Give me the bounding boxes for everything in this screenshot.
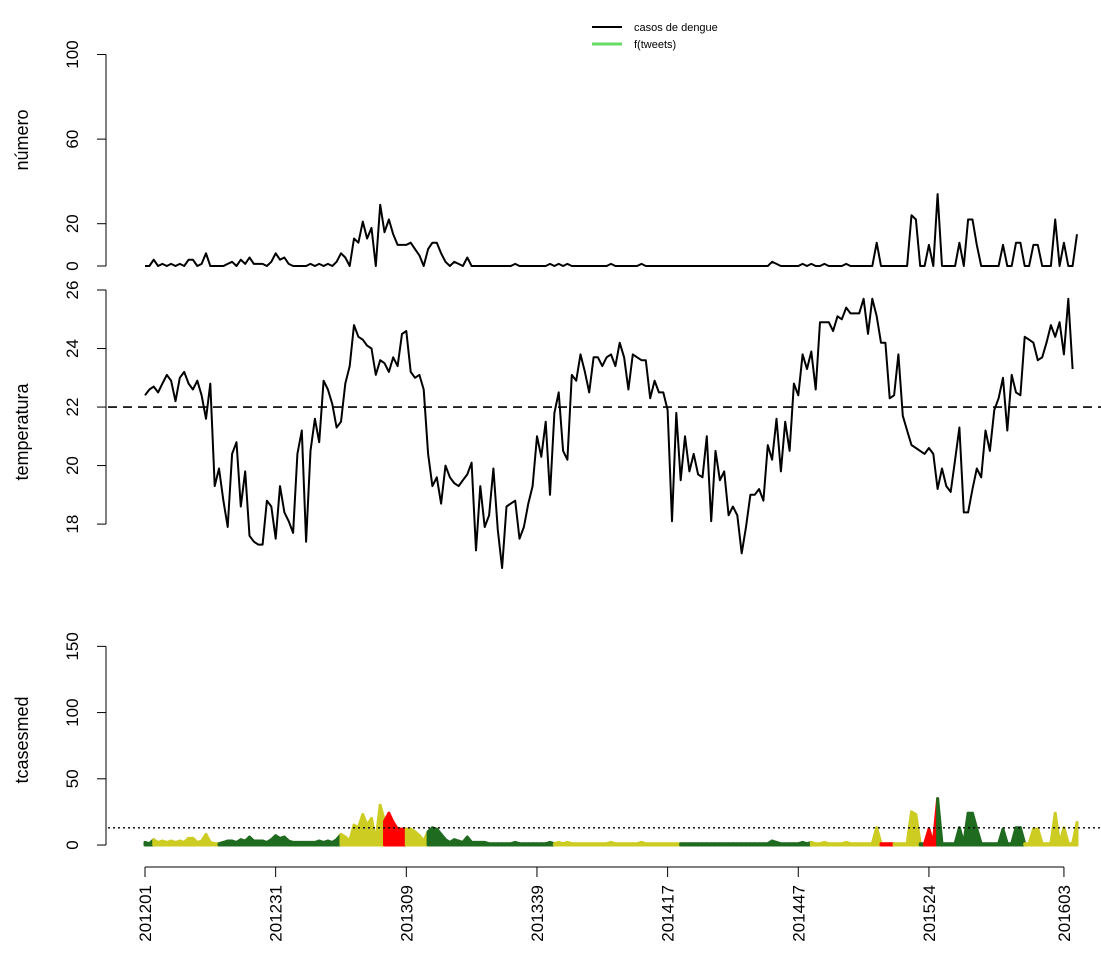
tcasesmed-y-tick-label: 50 <box>63 769 82 788</box>
cases-series <box>145 193 1078 267</box>
tcasesmed-y-axis: 0 50 100 150 <box>63 632 107 850</box>
temperature-y-axis: 18 20 22 24 26 <box>63 281 107 534</box>
tcasesmed-y-tick-label: 0 <box>63 840 82 849</box>
legend-label-cases: casos de dengue <box>634 22 718 34</box>
tcasesmed-y-tick-label: 150 <box>63 632 82 660</box>
cases-y-tick-label: 0 <box>63 261 82 270</box>
tcasesmed-segment <box>936 797 944 847</box>
cases-y-tick-label: 100 <box>63 40 82 68</box>
cases-y-tick-label: 20 <box>63 214 82 233</box>
cases-y-tick-label: 60 <box>63 130 82 149</box>
temperature-panel: 18 20 22 24 26 temperatura <box>12 281 1101 569</box>
temperature-series <box>144 297 1074 569</box>
x-tick-label: 201603 <box>1055 885 1074 942</box>
x-tick-label: 201309 <box>397 885 416 942</box>
tcasesmed-segment <box>1053 811 1062 847</box>
legend: casos de dengue f(tweets) <box>592 22 718 51</box>
temperature-y-tick-label: 24 <box>63 339 82 358</box>
tcasesmed-segment <box>914 813 922 847</box>
x-tick-label: 201201 <box>136 885 155 942</box>
x-axis: 201201 201231 201309 201339 201417 201447 2015… <box>136 866 1074 942</box>
cases-line <box>145 193 1078 267</box>
temperature-y-tick-label: 26 <box>63 281 82 300</box>
temperature-y-tick-label: 18 <box>63 515 82 534</box>
x-tick-label: 201524 <box>920 885 939 942</box>
cases-panel: 0 20 60 100 número casos de dengue f(tweets… <box>12 22 1078 271</box>
tcasesmed-panel: 0 50 100 150 201201 201231 201309 201339 201417… <box>12 632 1101 942</box>
tcasesmed-series <box>143 797 1079 847</box>
x-tick-label: 201447 <box>789 885 808 942</box>
cases-y-label: número <box>12 109 32 170</box>
x-tick-label: 201339 <box>528 885 547 942</box>
temperature-line <box>144 297 1074 569</box>
tcasesmed-y-tick-label: 100 <box>63 698 82 726</box>
temperature-y-tick-label: 20 <box>63 456 82 475</box>
tcasesmed-y-label: tcasesmed <box>12 696 32 783</box>
x-tick-label: 201417 <box>659 885 678 942</box>
x-tick-label: 201231 <box>267 885 286 942</box>
temperature-y-tick-label: 22 <box>63 398 82 417</box>
temperature-y-label: temperatura <box>12 382 32 480</box>
cases-y-axis: 0 20 60 100 <box>63 40 107 271</box>
legend-label-tweets: f(tweets) <box>634 39 676 51</box>
